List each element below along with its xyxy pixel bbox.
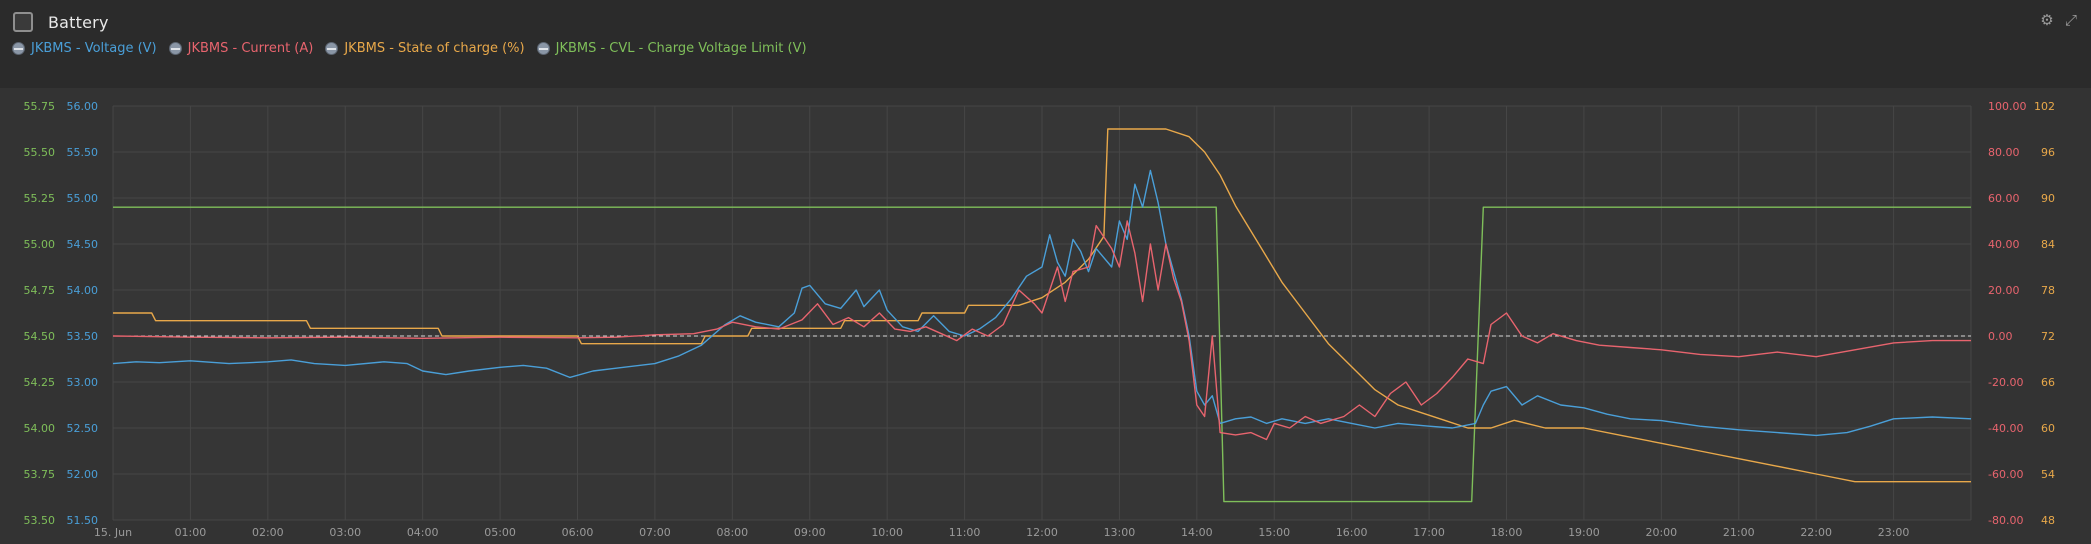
y-tick-label-current: 100.00: [1988, 100, 2027, 113]
x-tick-label: 15. Jun: [94, 526, 132, 539]
y-tick-label-voltage: 51.50: [67, 514, 99, 527]
y-tick-label-voltage: 54.50: [67, 238, 99, 251]
y-tick-label-current: 20.00: [1988, 284, 2020, 297]
legend-item-voltage[interactable]: JKBMS - Voltage (V): [12, 41, 157, 56]
y-tick-label-current: 40.00: [1988, 238, 2020, 251]
y-tick-label-cvl: 54.00: [24, 422, 56, 435]
y-tick-label-voltage: 53.50: [67, 330, 99, 343]
x-tick-label: 15:00: [1258, 526, 1290, 539]
settings-icon[interactable]: ⚙: [2040, 11, 2054, 29]
x-tick-label: 23:00: [1878, 526, 1910, 539]
legend-item-current[interactable]: JKBMS - Current (A): [168, 41, 314, 56]
x-tick-label: 18:00: [1491, 526, 1523, 539]
y-tick-label-soc: 66: [2041, 376, 2055, 389]
x-tick-label: 11:00: [949, 526, 981, 539]
chart-tools: ⚙ ⤢: [2039, 12, 2079, 28]
series-toggle-icon: [325, 42, 339, 55]
series-line-voltage: [112, 169, 1972, 437]
x-tick-label: 08:00: [716, 526, 748, 539]
legend-item-cvl[interactable]: JKBMS - CVL - Charge Voltage Limit (V): [536, 41, 807, 56]
x-tick-label: 02:00: [252, 526, 284, 539]
series-toggle-icon: [168, 42, 182, 55]
y-tick-label-cvl: 55.75: [24, 100, 56, 113]
y-tick-label-soc: 96: [2041, 146, 2055, 159]
series-toggle-icon: [12, 42, 25, 55]
y-tick-label-soc: 90: [2041, 192, 2055, 205]
y-tick-label-cvl: 53.50: [24, 514, 56, 527]
y-tick-label-current: 0.00: [1988, 330, 2013, 343]
chart-title: Battery: [48, 13, 109, 32]
y-tick-label-soc: 78: [2041, 284, 2055, 297]
y-tick-label-cvl: 54.75: [24, 284, 56, 297]
series-line-cvl: [113, 206, 1971, 503]
x-tick-label: 06:00: [562, 526, 594, 539]
x-tick-label: 04:00: [407, 526, 439, 539]
chart-icon[interactable]: [13, 12, 33, 32]
y-tick-label-current: -60.00: [1988, 468, 2023, 481]
x-tick-label: 19:00: [1568, 526, 1600, 539]
plot-area[interactable]: 15. Jun 01:00 02:00 03:00 04:00 05:00 06:00 07:…: [0, 88, 2091, 544]
y-tick-label-soc: 102: [2034, 100, 2055, 113]
y-tick-label-cvl: 54.25: [24, 376, 56, 389]
y-tick-label-voltage: 52.00: [67, 468, 99, 481]
y-tick-label-cvl: 54.50: [24, 330, 56, 343]
x-tick-label: 14:00: [1181, 526, 1213, 539]
y-tick-label-voltage: 55.50: [67, 146, 99, 159]
legend: JKBMS - Voltage (V) JKBMS - Current (A) …: [12, 41, 819, 56]
y-tick-label-voltage: 56.00: [67, 100, 99, 113]
y-tick-label-cvl: 53.75: [24, 468, 56, 481]
y-tick-label-current: -80.00: [1988, 514, 2023, 527]
y-tick-label-soc: 60: [2041, 422, 2055, 435]
expand-icon[interactable]: ⤢: [2064, 11, 2077, 29]
y-tick-label-soc: 84: [2041, 238, 2055, 251]
y-tick-label-current: 80.00: [1988, 146, 2020, 159]
chart-header: Battery JKBMS - Voltage (V) JKBMS - Curr…: [0, 0, 2091, 88]
y-tick-label-current: -20.00: [1988, 376, 2023, 389]
y-tick-label-voltage: 55.00: [67, 192, 99, 205]
y-tick-label-voltage: 53.00: [67, 376, 99, 389]
battery-chart: 15. Jun 01:00 02:00 03:00 04:00 05:00 06:00 07:…: [24, 100, 2056, 539]
x-tick-label: 05:00: [484, 526, 516, 539]
legend-label: JKBMS - Voltage (V): [31, 41, 157, 56]
x-tick-label: 21:00: [1723, 526, 1755, 539]
x-tick-label: 07:00: [639, 526, 671, 539]
y-tick-label-voltage: 54.00: [67, 284, 99, 297]
y-tick-label-current: 60.00: [1988, 192, 2020, 205]
x-tick-label: 22:00: [1800, 526, 1832, 539]
x-tick-label: 13:00: [1104, 526, 1136, 539]
x-tick-label: 09:00: [794, 526, 826, 539]
legend-label: JKBMS - State of charge (%): [344, 41, 525, 56]
series-toggle-icon: [536, 42, 550, 55]
y-tick-label-soc: 48: [2041, 514, 2055, 527]
y-tick-label-cvl: 55.50: [24, 146, 56, 159]
x-tick-label: 17:00: [1413, 526, 1445, 539]
x-tick-label: 16:00: [1336, 526, 1368, 539]
y-tick-label-cvl: 55.25: [24, 192, 56, 205]
y-tick-label-current: -40.00: [1988, 422, 2023, 435]
y-tick-label-soc: 72: [2041, 330, 2055, 343]
legend-item-soc[interactable]: JKBMS - State of charge (%): [325, 41, 525, 56]
x-tick-label: 03:00: [329, 526, 361, 539]
y-tick-label-voltage: 52.50: [67, 422, 99, 435]
series-line-soc: [113, 128, 1971, 483]
x-tick-label: 01:00: [175, 526, 207, 539]
legend-label: JKBMS - Current (A): [187, 41, 314, 56]
legend-label: JKBMS - CVL - Charge Voltage Limit (V): [555, 41, 807, 56]
x-tick-label: 12:00: [1026, 526, 1058, 539]
y-tick-label-soc: 54: [2041, 468, 2055, 481]
x-tick-label: 10:00: [871, 526, 903, 539]
series-line-current: [112, 220, 1971, 441]
y-tick-label-cvl: 55.00: [24, 238, 56, 251]
x-tick-label: 20:00: [1645, 526, 1677, 539]
